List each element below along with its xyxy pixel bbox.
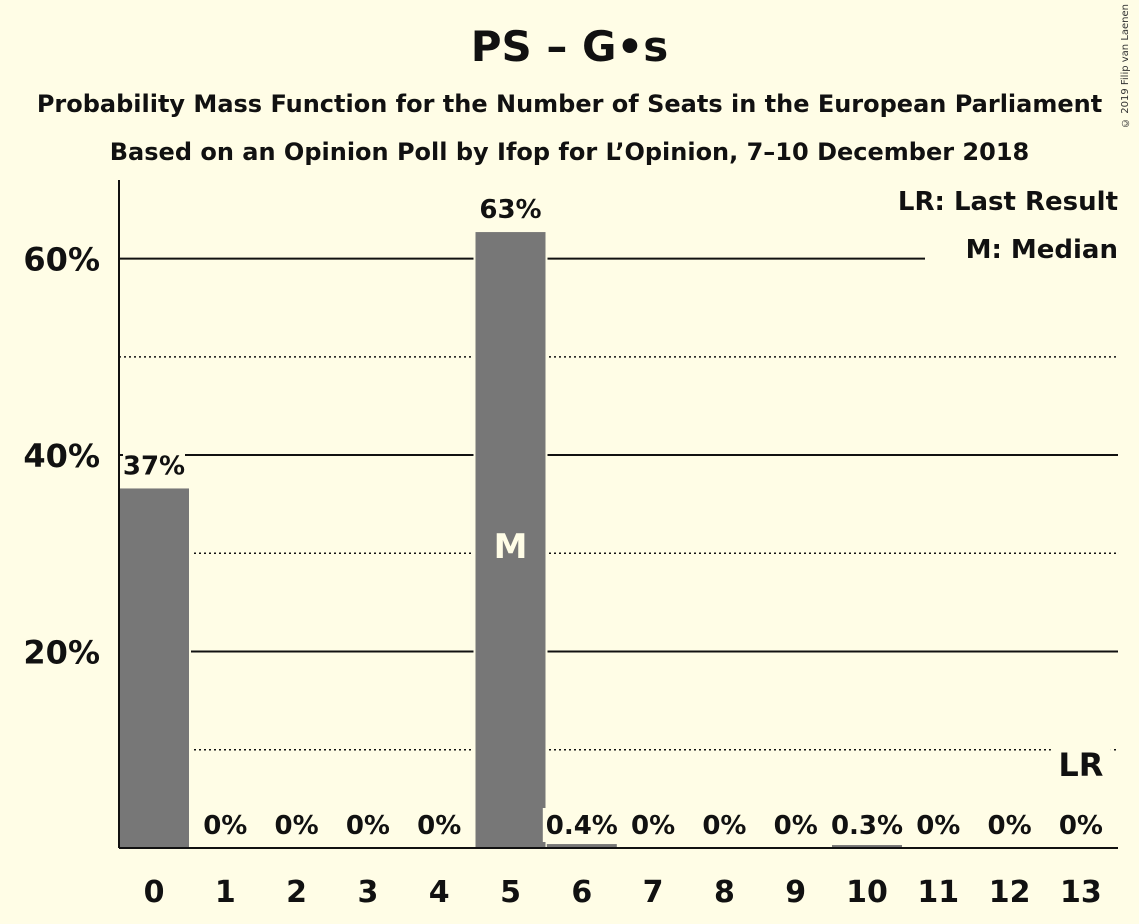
data-label-background [828,808,906,842]
y-tick-label: 20% [23,634,100,672]
x-tick-label: 9 [785,875,806,910]
y-tick-label: 60% [23,241,100,279]
data-label: 0% [631,811,675,841]
chart-subtitle: Probability Mass Function for the Number… [36,90,1103,118]
x-tick-label: 13 [1060,875,1102,910]
y-tick-label: 40% [23,437,100,475]
data-label-background [123,448,185,483]
data-label-background [273,808,320,842]
data-label: 0% [203,811,247,841]
data-label: 0.4% [546,811,618,841]
data-label-background [630,808,677,842]
bar [119,488,189,848]
x-tick-label: 3 [357,875,378,910]
data-label: 0% [988,811,1032,841]
data-label: 63% [479,195,541,225]
legend-entry: LR: Last Result [898,187,1118,217]
last-result-background [1050,742,1111,782]
bar [546,844,617,848]
x-tick-label: 4 [429,875,450,910]
x-tick-label: 10 [846,875,888,910]
legend-background [925,230,1120,266]
data-label: 0% [275,811,319,841]
data-label: 37% [123,451,185,481]
legend-entry: M: Median [966,235,1118,265]
x-tick-label: 1 [215,875,236,910]
data-label: 0% [702,811,746,841]
x-tick-label: 6 [571,875,592,910]
bar [832,845,902,848]
chart-subtitle-2: Based on an Opinion Poll by Ifop for L’O… [109,138,1030,166]
data-label: 0% [346,811,390,841]
data-label-background [772,808,819,842]
data-label-background [542,808,621,842]
x-tick-label: 0 [144,875,165,910]
data-label-background [202,808,249,842]
legend-background [925,182,1120,218]
data-label: 0.3% [831,811,903,841]
x-tick-label: 8 [714,875,735,910]
median-marker: M [494,527,528,567]
x-tick-label: 11 [917,875,959,910]
data-label-background [416,808,463,842]
data-label-background [986,808,1033,842]
x-tick-label: 5 [500,875,521,910]
chart-title: PS – G•s [470,22,669,71]
last-result-marker: LR [1058,746,1103,784]
data-label-background [701,808,748,842]
data-label: 0% [417,811,461,841]
data-label-background [915,808,962,842]
x-tick-label: 12 [989,875,1031,910]
bar [475,232,546,849]
data-label-background [479,192,542,227]
data-label-background [1057,808,1104,842]
data-label: 0% [916,811,960,841]
data-label: 0% [1059,811,1103,841]
x-tick-label: 7 [643,875,664,910]
data-label: 0% [774,811,818,841]
data-label-background [344,808,391,842]
x-tick-label: 2 [286,875,307,910]
